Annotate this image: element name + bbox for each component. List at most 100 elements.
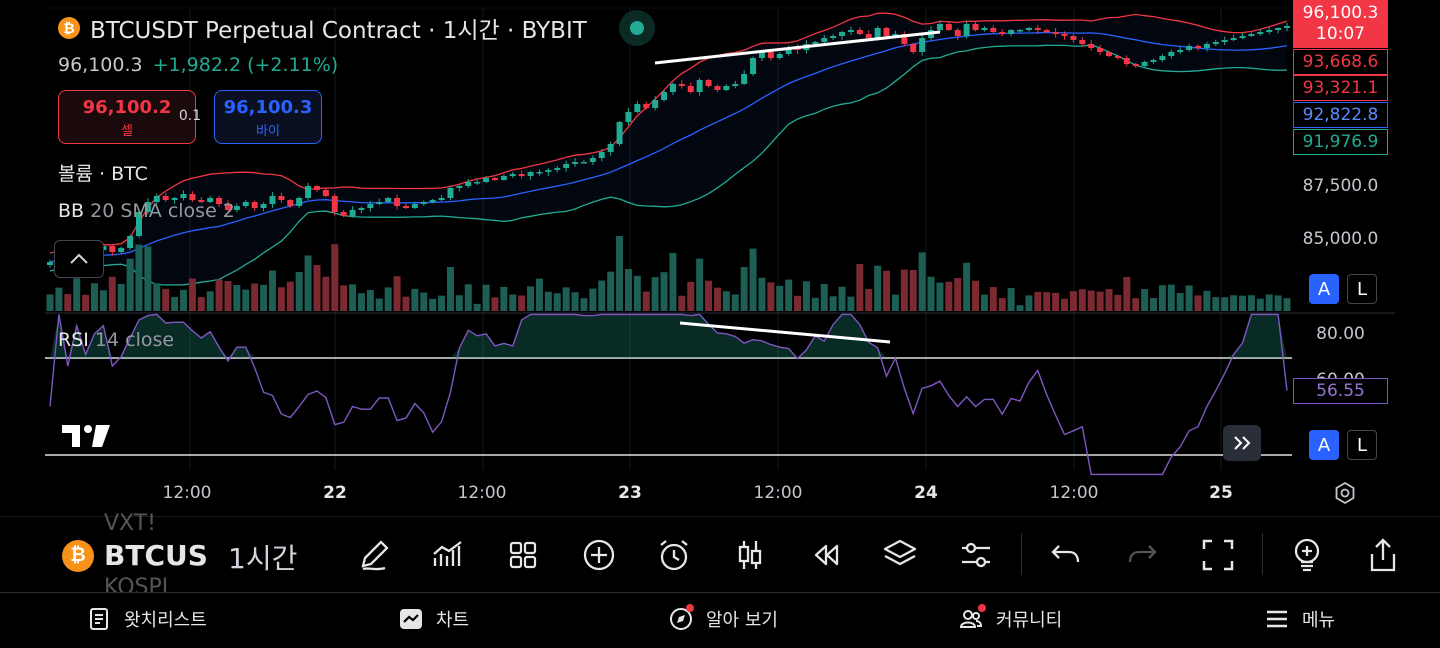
volume-bar — [384, 287, 392, 311]
volume-bar — [153, 283, 161, 311]
volume-bar — [705, 280, 713, 311]
collapse-indicators-button[interactable] — [54, 240, 104, 278]
market-status-icon[interactable] — [618, 10, 655, 46]
pencil-icon[interactable] — [355, 536, 393, 574]
candle-body — [741, 74, 748, 84]
layers-icon[interactable] — [881, 536, 919, 574]
rsi-auto-scale-button[interactable]: A — [1309, 430, 1339, 460]
candle-body — [296, 198, 303, 206]
alert-icon[interactable] — [655, 536, 693, 574]
ideas-icon[interactable] — [1288, 536, 1326, 574]
fullscreen-icon[interactable] — [1199, 536, 1237, 574]
bb-indicator-label[interactable]: BB 20 SMA close 2 — [58, 200, 235, 222]
volume-bar — [117, 284, 125, 311]
trendline-rsi-divergence[interactable] — [679, 321, 891, 344]
candle-body — [527, 172, 534, 176]
reference-price-tag: 93,321.1 — [1293, 75, 1388, 101]
candle-body — [394, 198, 401, 206]
volume-bar — [954, 278, 962, 311]
volume-bar — [553, 293, 561, 311]
candle-body — [750, 58, 757, 74]
volume-bar — [1150, 298, 1158, 311]
volume-bar — [731, 294, 739, 311]
volume-bar — [571, 292, 579, 311]
volume-bar — [1212, 297, 1220, 311]
volume-bar — [491, 297, 499, 311]
candle-body — [1177, 50, 1184, 52]
candle-body — [990, 28, 997, 32]
rsi-tick: 60.00 — [1316, 370, 1365, 380]
nav-watchlist-label: 왓치리스트 — [124, 610, 207, 631]
bar-style-icon[interactable] — [731, 536, 769, 574]
candle-body — [313, 186, 320, 190]
notification-dot — [686, 604, 694, 612]
candle-body — [171, 198, 178, 200]
trendline-price-divergence[interactable] — [654, 30, 941, 65]
chart-title[interactable]: BTCUSDT Perpetual Contract · 1시간 · BYBIT — [90, 18, 587, 44]
rsi-indicator-label[interactable]: RSI 14 close — [58, 329, 174, 351]
rsi-log-scale-button[interactable]: L — [1347, 430, 1377, 460]
candle-body — [1275, 28, 1282, 30]
chart-canvas[interactable] — [0, 0, 1440, 515]
current-price-tag: 96,100.3 10:07 — [1293, 0, 1388, 48]
buy-price: 96,100.3 — [223, 97, 313, 118]
time-axis-label: 12:00 — [753, 483, 803, 503]
bb-lower-tag: 91,976.9 — [1293, 129, 1388, 155]
volume-bar — [883, 270, 891, 311]
nav-community[interactable]: 커뮤니티 — [958, 604, 1062, 632]
candle-body — [919, 38, 926, 52]
buy-button[interactable]: 96,100.3 바이 — [214, 90, 322, 144]
candle-body — [625, 112, 632, 122]
volume-bar — [402, 296, 410, 311]
candle-body — [465, 182, 472, 186]
compass-icon — [670, 608, 692, 630]
volume-indicator-label[interactable]: 볼륨 · BTC — [58, 163, 148, 185]
volume-bar — [1256, 298, 1264, 311]
candle-body — [331, 196, 338, 212]
redo-icon[interactable] — [1123, 536, 1161, 574]
sell-button[interactable]: 96,100.2 셀 — [58, 90, 196, 144]
candle-body — [892, 34, 899, 36]
bottom-navigation: 왓치리스트 차트 알아 보기 커뮤니티 메뉴 — [0, 592, 1440, 648]
interval-selector[interactable]: 1시간 — [228, 542, 298, 575]
volume-bar — [90, 283, 98, 311]
nav-explore[interactable]: 알아 보기 — [668, 604, 778, 632]
auto-scale-button[interactable]: A — [1309, 274, 1339, 304]
current-price: 96,100.3 — [1302, 3, 1379, 23]
volume-bar — [669, 252, 677, 311]
candle-body — [483, 178, 490, 182]
candle-body — [287, 200, 294, 206]
candle-body — [474, 182, 481, 184]
symbol-header[interactable]: ₿ BTCUSDT Perpetual Contract · 1시간 · BYB… — [58, 10, 655, 46]
tradingview-logo-icon[interactable] — [62, 423, 112, 449]
undo-icon[interactable] — [1047, 536, 1085, 574]
nav-watchlist[interactable]: 왓치리스트 — [86, 606, 207, 632]
symbol-selector[interactable]: ₿ BTCUS — [62, 539, 208, 572]
rsi-params: 14 close — [94, 329, 175, 351]
volume-bar — [1239, 295, 1247, 311]
volume-bar — [562, 287, 570, 311]
rsi-line-path — [49, 313, 1288, 476]
candle-body — [135, 212, 142, 236]
volume-bar — [589, 288, 597, 311]
volume-bar — [616, 236, 624, 311]
nav-menu[interactable]: 메뉴 — [1264, 606, 1335, 632]
scroll-to-realtime-button[interactable] — [1223, 425, 1261, 461]
settings-icon[interactable] — [957, 536, 995, 574]
chart-settings-icon[interactable] — [1333, 481, 1357, 505]
candle-body — [518, 174, 525, 176]
volume-bar — [811, 297, 819, 311]
sell-price: 96,100.2 — [82, 97, 172, 118]
replay-icon[interactable] — [806, 536, 844, 574]
volume-bar — [251, 283, 259, 311]
indicators-icon[interactable] — [429, 536, 467, 574]
add-icon[interactable] — [580, 536, 618, 574]
log-scale-button[interactable]: L — [1347, 274, 1377, 304]
volume-bar — [411, 288, 419, 311]
share-icon[interactable] — [1364, 536, 1402, 574]
price-change: +1,982.2 (+2.11%) — [152, 54, 339, 76]
volume-bar — [527, 286, 535, 311]
templates-icon[interactable] — [504, 536, 542, 574]
nav-chart[interactable]: 차트 — [398, 606, 469, 632]
volume-bar — [900, 269, 908, 311]
